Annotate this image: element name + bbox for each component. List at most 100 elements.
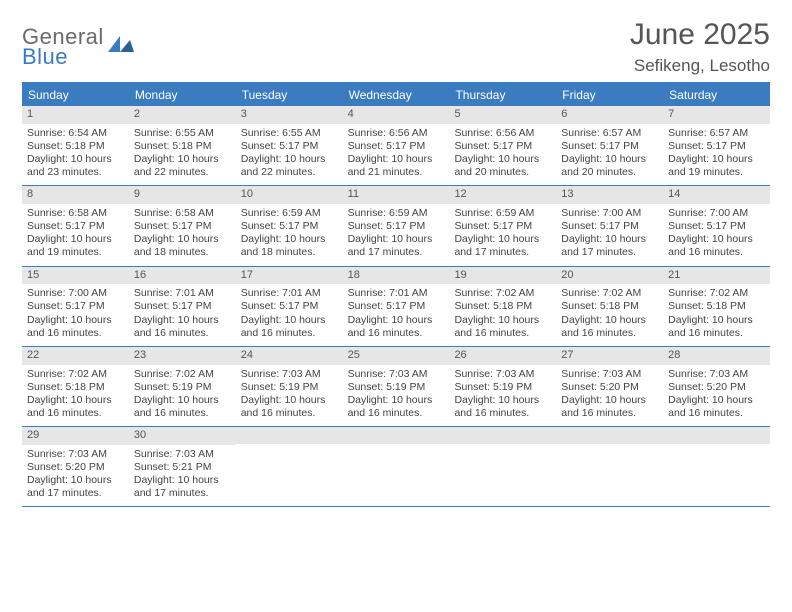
weekday-header: Friday [556, 84, 663, 106]
sunrise-line: Sunrise: 7:02 AM [454, 287, 551, 300]
day-number: 26 [449, 347, 556, 365]
day-cell: 23Sunrise: 7:02 AMSunset: 5:19 PMDayligh… [129, 347, 236, 426]
week-row: 15Sunrise: 7:00 AMSunset: 5:17 PMDayligh… [22, 267, 770, 347]
daylight-line: Daylight: 10 hours and 19 minutes. [668, 153, 765, 179]
sunset-line: Sunset: 5:17 PM [454, 140, 551, 153]
sunrise-line: Sunrise: 6:58 AM [27, 207, 124, 220]
sunrise-line: Sunrise: 7:00 AM [668, 207, 765, 220]
daylight-line: Daylight: 10 hours and 16 minutes. [454, 394, 551, 420]
day-cell: 25Sunrise: 7:03 AMSunset: 5:19 PMDayligh… [343, 347, 450, 426]
day-body: Sunrise: 7:03 AMSunset: 5:20 PMDaylight:… [22, 445, 129, 507]
day-body-empty [236, 444, 343, 496]
day-cell: 13Sunrise: 7:00 AMSunset: 5:17 PMDayligh… [556, 186, 663, 265]
day-cell: 14Sunrise: 7:00 AMSunset: 5:17 PMDayligh… [663, 186, 770, 265]
day-body: Sunrise: 6:57 AMSunset: 5:17 PMDaylight:… [556, 124, 663, 186]
day-cell [556, 427, 663, 506]
sunrise-line: Sunrise: 7:03 AM [454, 368, 551, 381]
day-body: Sunrise: 7:03 AMSunset: 5:21 PMDaylight:… [129, 445, 236, 507]
day-number: 13 [556, 186, 663, 204]
day-number: 10 [236, 186, 343, 204]
day-cell [449, 427, 556, 506]
day-body: Sunrise: 6:58 AMSunset: 5:17 PMDaylight:… [129, 204, 236, 266]
day-cell: 7Sunrise: 6:57 AMSunset: 5:17 PMDaylight… [663, 106, 770, 185]
sunset-line: Sunset: 5:18 PM [668, 300, 765, 313]
sunset-line: Sunset: 5:20 PM [668, 381, 765, 394]
month-title: June 2025 [630, 18, 770, 52]
day-body: Sunrise: 7:03 AMSunset: 5:19 PMDaylight:… [236, 365, 343, 427]
day-number: 1 [22, 106, 129, 124]
day-number: 21 [663, 267, 770, 285]
day-number: 19 [449, 267, 556, 285]
daylight-line: Daylight: 10 hours and 16 minutes. [348, 314, 445, 340]
brand-mark-icon [108, 36, 134, 61]
sunset-line: Sunset: 5:17 PM [241, 300, 338, 313]
daylight-line: Daylight: 10 hours and 16 minutes. [27, 394, 124, 420]
sunrise-line: Sunrise: 6:55 AM [134, 127, 231, 140]
weekday-header: Wednesday [343, 84, 450, 106]
daylight-line: Daylight: 10 hours and 16 minutes. [668, 314, 765, 340]
day-cell: 9Sunrise: 6:58 AMSunset: 5:17 PMDaylight… [129, 186, 236, 265]
day-number-empty [663, 427, 770, 444]
day-number: 12 [449, 186, 556, 204]
daylight-line: Daylight: 10 hours and 16 minutes. [241, 314, 338, 340]
day-body-empty [343, 444, 450, 496]
daylight-line: Daylight: 10 hours and 20 minutes. [561, 153, 658, 179]
sunrise-line: Sunrise: 7:01 AM [134, 287, 231, 300]
sunrise-line: Sunrise: 6:59 AM [454, 207, 551, 220]
sunset-line: Sunset: 5:17 PM [27, 300, 124, 313]
day-body: Sunrise: 7:03 AMSunset: 5:20 PMDaylight:… [556, 365, 663, 427]
day-cell: 28Sunrise: 7:03 AMSunset: 5:20 PMDayligh… [663, 347, 770, 426]
day-number: 5 [449, 106, 556, 124]
sunset-line: Sunset: 5:18 PM [454, 300, 551, 313]
day-body: Sunrise: 7:03 AMSunset: 5:20 PMDaylight:… [663, 365, 770, 427]
sunrise-line: Sunrise: 7:03 AM [27, 448, 124, 461]
day-cell: 4Sunrise: 6:56 AMSunset: 5:17 PMDaylight… [343, 106, 450, 185]
sunrise-line: Sunrise: 7:00 AM [561, 207, 658, 220]
sunset-line: Sunset: 5:17 PM [454, 220, 551, 233]
day-cell: 6Sunrise: 6:57 AMSunset: 5:17 PMDaylight… [556, 106, 663, 185]
sunset-line: Sunset: 5:17 PM [348, 140, 445, 153]
sunset-line: Sunset: 5:17 PM [134, 300, 231, 313]
weekday-header-row: Sunday Monday Tuesday Wednesday Thursday… [22, 84, 770, 106]
sunset-line: Sunset: 5:20 PM [27, 461, 124, 474]
day-body: Sunrise: 6:54 AMSunset: 5:18 PMDaylight:… [22, 124, 129, 186]
sunrise-line: Sunrise: 7:03 AM [561, 368, 658, 381]
day-number-empty [343, 427, 450, 444]
day-body: Sunrise: 6:55 AMSunset: 5:18 PMDaylight:… [129, 124, 236, 186]
day-body-empty [556, 444, 663, 496]
daylight-line: Daylight: 10 hours and 23 minutes. [27, 153, 124, 179]
day-body: Sunrise: 7:02 AMSunset: 5:18 PMDaylight:… [22, 365, 129, 427]
sunrise-line: Sunrise: 7:00 AM [27, 287, 124, 300]
sunset-line: Sunset: 5:17 PM [668, 140, 765, 153]
sunrise-line: Sunrise: 6:55 AM [241, 127, 338, 140]
sunrise-line: Sunrise: 7:03 AM [134, 448, 231, 461]
sunset-line: Sunset: 5:17 PM [561, 140, 658, 153]
day-body-empty [449, 444, 556, 496]
brand-logo: General Blue [22, 24, 134, 70]
day-number: 14 [663, 186, 770, 204]
sunset-line: Sunset: 5:20 PM [561, 381, 658, 394]
sunrise-line: Sunrise: 6:58 AM [134, 207, 231, 220]
sunrise-line: Sunrise: 6:56 AM [454, 127, 551, 140]
daylight-line: Daylight: 10 hours and 22 minutes. [241, 153, 338, 179]
sunset-line: Sunset: 5:18 PM [27, 381, 124, 394]
day-cell: 2Sunrise: 6:55 AMSunset: 5:18 PMDaylight… [129, 106, 236, 185]
day-number: 8 [22, 186, 129, 204]
daylight-line: Daylight: 10 hours and 16 minutes. [241, 394, 338, 420]
day-number: 28 [663, 347, 770, 365]
daylight-line: Daylight: 10 hours and 16 minutes. [134, 314, 231, 340]
weeks-container: 1Sunrise: 6:54 AMSunset: 5:18 PMDaylight… [22, 106, 770, 507]
day-cell: 8Sunrise: 6:58 AMSunset: 5:17 PMDaylight… [22, 186, 129, 265]
day-number-empty [449, 427, 556, 444]
day-number: 27 [556, 347, 663, 365]
sunrise-line: Sunrise: 6:54 AM [27, 127, 124, 140]
sunset-line: Sunset: 5:19 PM [348, 381, 445, 394]
daylight-line: Daylight: 10 hours and 16 minutes. [668, 233, 765, 259]
weekday-header: Monday [129, 84, 236, 106]
day-cell: 17Sunrise: 7:01 AMSunset: 5:17 PMDayligh… [236, 267, 343, 346]
sunrise-line: Sunrise: 7:02 AM [668, 287, 765, 300]
sunrise-line: Sunrise: 6:57 AM [561, 127, 658, 140]
day-cell: 5Sunrise: 6:56 AMSunset: 5:17 PMDaylight… [449, 106, 556, 185]
day-cell: 16Sunrise: 7:01 AMSunset: 5:17 PMDayligh… [129, 267, 236, 346]
day-number: 7 [663, 106, 770, 124]
